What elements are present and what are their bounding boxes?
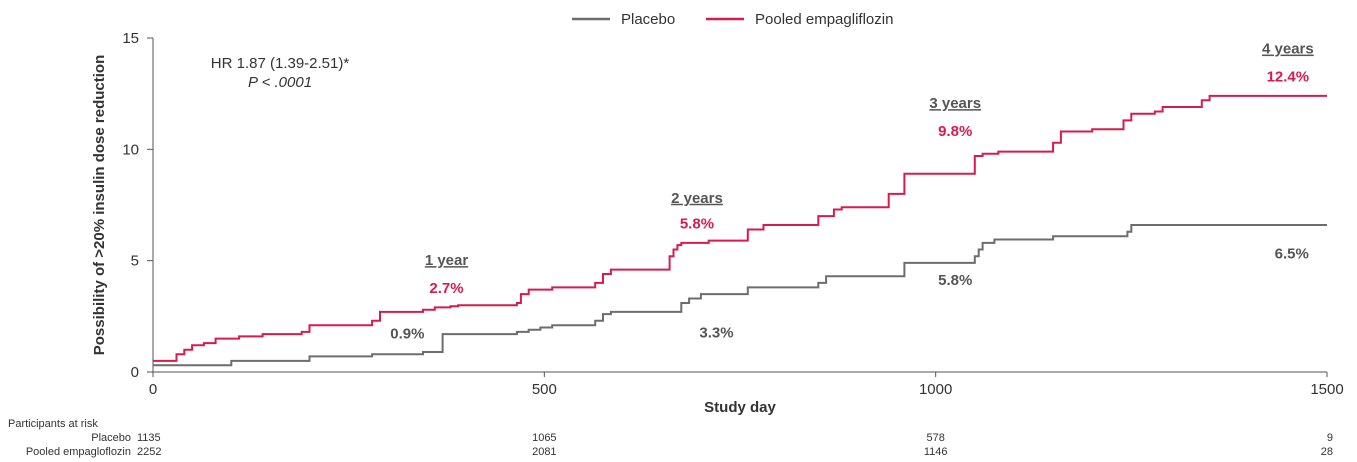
risk-value-placebo: 9: [1327, 432, 1333, 444]
x-axis-title: Study day: [704, 399, 776, 416]
y-tick-label: 5: [131, 253, 139, 270]
year-label: 1 year: [425, 252, 469, 269]
risk-value-placebo: 1065: [532, 432, 556, 444]
legend: Placebo Pooled empagliflozin: [572, 11, 893, 28]
placebo-line: [153, 224, 1327, 367]
placebo-percent-label: 5.8%: [938, 272, 972, 289]
x-ticks: 0 500 1000 1500: [149, 372, 1344, 398]
placebo-percent-label: 6.5%: [1275, 245, 1309, 262]
year-label: 2 years: [671, 190, 723, 207]
pooled-percent-label: 5.8%: [680, 215, 714, 232]
risk-table-title: Participants at risk: [8, 418, 98, 430]
risk-value-pooled: 2252: [137, 446, 161, 458]
legend-label-placebo: Placebo: [621, 11, 675, 28]
x-tick-label: 0: [149, 381, 157, 398]
y-tick-label: 15: [122, 30, 139, 47]
risk-value-pooled: 1146: [924, 446, 948, 458]
y-tick-label: 0: [131, 364, 139, 381]
risk-value-pooled: 28: [1321, 446, 1333, 458]
risk-value-placebo: 1135: [137, 432, 161, 444]
x-tick-label: 500: [532, 381, 557, 398]
risk-table: Participants at risk Placebo Pooled empa…: [8, 418, 1333, 458]
pooled-empagliflozin-line: [153, 94, 1327, 362]
x-tick-label: 1000: [919, 381, 952, 398]
risk-value-pooled: 2081: [532, 446, 556, 458]
risk-row-label-pooled: Pooled empagloflozin: [26, 446, 131, 458]
x-tick-label: 1500: [1310, 381, 1343, 398]
risk-row-label-placebo: Placebo: [91, 432, 131, 444]
year-label: 3 years: [929, 95, 981, 112]
risk-value-placebo: 578: [926, 432, 944, 444]
placebo-percent-label: 0.9%: [390, 326, 424, 343]
risk-values: 1135 1065 578 9 2252 2081 1146 28: [137, 432, 1333, 458]
year-annotations: 1 year 2.7% 0.9% 2 years 5.8% 3.3% 3 years 9.8%…: [390, 41, 1313, 343]
hazard-ratio-text: HR 1.87 (1.39-2.51)*: [211, 55, 350, 72]
y-ticks: 0 5 10 15: [122, 30, 153, 381]
pooled-percent-label: 12.4%: [1267, 68, 1310, 85]
y-axis-title: Possibility of >20% insulin dose reducti…: [91, 55, 108, 355]
series-lines: [153, 94, 1327, 367]
y-tick-label: 10: [122, 141, 139, 158]
pooled-percent-label: 9.8%: [938, 123, 972, 140]
placebo-percent-label: 3.3%: [699, 324, 733, 341]
p-value-text: P < .0001: [248, 74, 312, 91]
pooled-percent-label: 2.7%: [429, 280, 463, 297]
legend-label-pooled: Pooled empagliflozin: [755, 11, 893, 28]
year-label: 4 years: [1262, 41, 1314, 58]
